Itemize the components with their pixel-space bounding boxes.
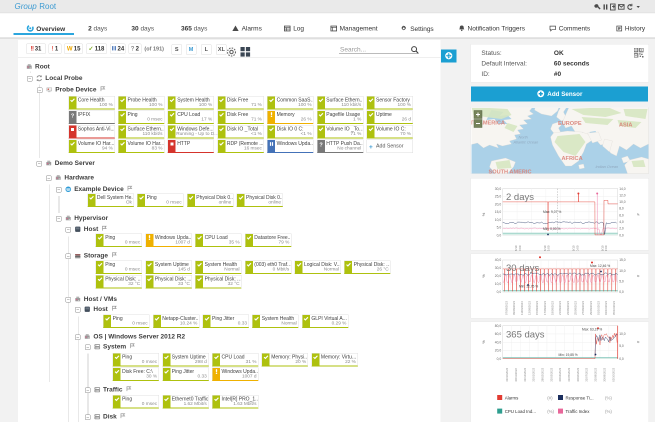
svg-text:31/12/2022: 31/12/2022 [523,368,527,382]
svg-text:04/10: 04/10 [514,245,518,251]
svg-text:09/09/2023: 09/09/2023 [512,301,516,315]
svg-text:2,0: 2,0 [619,227,624,231]
svg-text:0,0: 0,0 [497,233,502,237]
svg-text:TH AMERICA: TH AMERICA [471,121,504,127]
svg-text:40,0: 40,0 [495,258,502,262]
svg-text:12:00: 12:00 [604,245,608,251]
svg-text:%: % [481,274,486,278]
svg-text:20,0: 20,0 [495,202,502,206]
svg-text:Alarms: Alarms [505,395,519,400]
svg-text:01/10/2023: 01/10/2023 [596,301,600,315]
svg-text:31/08/2023: 31/08/2023 [593,368,597,382]
svg-text:#: # [636,213,641,216]
svg-text:CPU Load Ind...: CPU Load Ind... [505,409,536,414]
svg-text:80,0: 80,0 [495,324,502,328]
svg-text:31/10/2022: 31/10/2022 [505,368,509,382]
svg-text:(%): (%) [547,409,554,414]
svg-text:10,0: 10,0 [495,282,502,286]
svg-text:Min: 0,00 %: Min: 0,00 % [543,227,560,231]
svg-text:5,0: 5,0 [619,280,624,284]
svg-text:ASIA: ASIA [619,123,632,129]
svg-text:30/09/2023: 30/09/2023 [602,368,606,382]
svg-text:Indian Ocean: Indian Ocean [595,165,618,169]
svg-text:31/05/2023: 31/05/2023 [567,368,571,382]
svg-text:10,0: 10,0 [619,332,626,336]
svg-text:15,0: 15,0 [619,258,626,262]
svg-text:6,0: 6,0 [619,213,624,217]
svg-text:31/01/2023: 31/01/2023 [532,368,536,382]
svg-text:0,0: 0,0 [619,233,624,237]
svg-text:Response Ti...: Response Ti... [565,395,593,400]
svg-text:Traffic Index: Traffic Index [565,409,590,414]
svg-text:60,0: 60,0 [495,332,502,336]
svg-text:05/10/2023: 05/10/2023 [612,301,616,315]
svg-text:Max: 63,19 %: Max: 63,19 % [582,328,602,332]
svg-text:23/09/2023: 23/09/2023 [566,301,570,315]
svg-text:20,0: 20,0 [495,349,502,353]
svg-text:11/09/2023: 11/09/2023 [520,301,524,315]
svg-text:Min: 12,75 %: Min: 12,75 % [519,285,538,289]
svg-text:02/10/2023: 02/10/2023 [611,368,615,382]
svg-text:0,0: 0,0 [497,357,502,361]
svg-text:28/02/2023: 28/02/2023 [540,368,544,382]
svg-text:03/10/2023: 03/10/2023 [604,301,608,315]
svg-text:0,0: 0,0 [497,290,502,294]
svg-text:17/09/2023: 17/09/2023 [543,301,547,315]
svg-text:00:00: 00:00 [575,245,579,251]
svg-text:10,0: 10,0 [495,218,502,222]
svg-text:12:00: 12:00 [547,245,551,251]
svg-text:2 days: 2 days [506,192,534,203]
svg-text:00:00: 00:00 [518,245,522,251]
svg-text:10,0: 10,0 [619,269,626,273]
svg-text:30 days: 30 days [506,263,540,274]
svg-text:0,0: 0,0 [619,290,624,294]
svg-text:#: # [636,275,641,278]
svg-text:27/09/2023: 27/09/2023 [581,301,585,315]
svg-text:13/09/2023: 13/09/2023 [527,301,531,315]
svg-text:14,0: 14,0 [619,187,626,191]
svg-text:AFRICA: AFRICA [561,156,582,162]
svg-text:30,0: 30,0 [495,266,502,270]
svg-text:%: % [481,340,486,344]
svg-text:#: # [636,341,641,344]
svg-text:15/09/2023: 15/09/2023 [535,301,539,315]
svg-text:31/03/2023: 31/03/2023 [549,368,553,382]
svg-text:25,0: 25,0 [495,194,502,198]
svg-text:SOUTH AMERIC: SOUTH AMERIC [488,170,531,174]
svg-text:31/07/2023: 31/07/2023 [585,368,589,382]
svg-text:05/10: 05/10 [571,245,575,251]
svg-text:29/09/2023: 29/09/2023 [589,301,593,315]
svg-text:EUROPE: EUROPE [558,121,582,127]
svg-text:05/10: 05/10 [600,245,604,251]
svg-text:30/04/2023: 30/04/2023 [558,368,562,382]
svg-text:5,0: 5,0 [619,344,624,348]
svg-text:25/09/2023: 25/09/2023 [573,301,577,315]
svg-text:12,0: 12,0 [619,193,626,197]
svg-text:365 days: 365 days [506,330,545,341]
svg-text:30,0: 30,0 [495,187,502,191]
svg-text:North: North [518,136,527,140]
svg-text:5,0: 5,0 [497,225,502,229]
svg-text:30/06/2023: 30/06/2023 [576,368,580,382]
svg-text:(%): (%) [605,395,612,400]
svg-text:8,0: 8,0 [619,207,624,211]
svg-text:20,0: 20,0 [495,274,502,278]
svg-text:Max: 12,46 %: Max: 12,46 % [590,264,610,268]
svg-text:10,0: 10,0 [619,200,626,204]
svg-text:4,0: 4,0 [619,220,624,224]
svg-text:Max: 9,07 %: Max: 9,07 % [543,210,561,214]
svg-text:04/10: 04/10 [543,245,547,251]
svg-text:21/09/2023: 21/09/2023 [558,301,562,315]
svg-text:0,0: 0,0 [619,357,624,361]
svg-text:Min: 19,85 %: Min: 19,85 % [558,353,577,357]
svg-text:%: % [481,212,486,216]
svg-text:30/11/2022: 30/11/2022 [514,368,518,382]
svg-text:15,0: 15,0 [495,210,502,214]
svg-text:Atlantic Ocean: Atlantic Ocean [512,141,538,145]
svg-text:(%): (%) [605,409,612,414]
svg-text:19/09/2023: 19/09/2023 [550,301,554,315]
svg-text:07/09/2023: 07/09/2023 [504,301,508,315]
svg-text:40,0: 40,0 [495,341,502,345]
svg-text:(#): (#) [547,395,553,400]
